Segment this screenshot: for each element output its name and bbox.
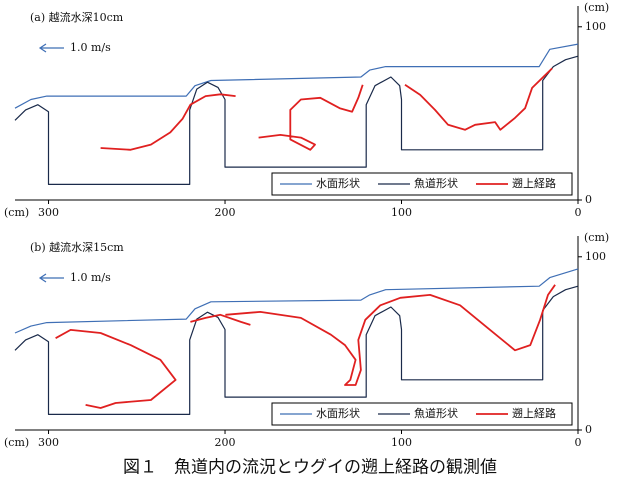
x-unit: (cm) [4, 436, 29, 449]
scale-label: 1.0 m/s [70, 41, 111, 54]
x-tick-label: 100 [391, 436, 412, 449]
x-unit: (cm) [4, 206, 29, 219]
legend-label: 水面形状 [316, 176, 360, 190]
y-tick-label: 0 [585, 423, 592, 436]
scale-arrow [38, 273, 64, 283]
x-tick-label: 100 [391, 206, 412, 219]
y-tick-label: 100 [585, 250, 606, 263]
series-line [14, 43, 579, 109]
series-line [14, 285, 579, 415]
x-tick-label: 300 [38, 206, 59, 219]
y-unit: (cm) [584, 1, 609, 14]
x-tick-label: 200 [215, 436, 236, 449]
legend-box [271, 402, 573, 426]
y-tick-label: 100 [585, 20, 606, 33]
x-tick-label: 200 [215, 206, 236, 219]
legend-label: 遡上経路 [512, 407, 556, 420]
series-line [55, 284, 556, 409]
x-tick-label: 0 [575, 436, 582, 449]
series-line [100, 67, 553, 151]
panel-title: (a) 越流水深10cm [30, 10, 124, 24]
legend-label: 水面形状 [316, 406, 360, 420]
legend-label: 魚道形状 [414, 406, 458, 420]
legend-box [271, 172, 573, 196]
legend-label: 遡上経路 [512, 177, 556, 190]
series-line [14, 268, 579, 334]
panel-title: (b) 越流水深15cm [30, 240, 124, 254]
y-unit: (cm) [584, 231, 609, 244]
x-tick-label: 300 [38, 436, 59, 449]
series-line [14, 55, 579, 185]
y-tick-label: 0 [585, 193, 592, 206]
legend-label: 魚道形状 [414, 176, 458, 190]
x-tick-label: 0 [575, 206, 582, 219]
scale-label: 1.0 m/s [70, 271, 111, 284]
figure-caption: 図１ 魚道内の流況とウグイの遡上経路の観測値 [123, 458, 497, 478]
scale-arrow [38, 43, 64, 53]
